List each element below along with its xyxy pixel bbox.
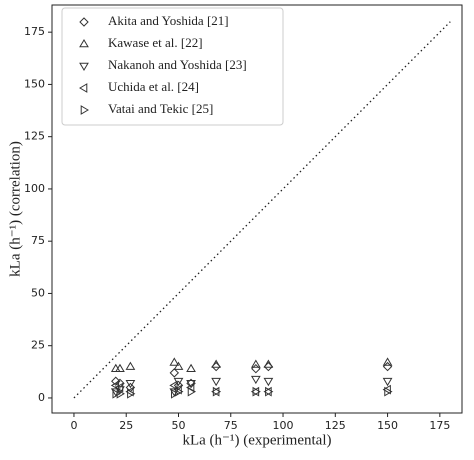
marker <box>169 368 180 378</box>
plot-frame <box>51 4 463 414</box>
marker <box>187 386 197 397</box>
x-tick-label: 150 <box>377 419 398 432</box>
x-tick-label: 125 <box>325 419 346 432</box>
y-tick-label: 100 <box>24 182 45 195</box>
marker <box>125 380 136 389</box>
legend-marker <box>80 105 89 115</box>
y-tick-label: 50 <box>31 286 45 299</box>
marker <box>211 361 221 372</box>
legend-marker <box>79 62 89 71</box>
legend-label: Kawase et al. [22] <box>108 35 203 50</box>
marker <box>169 357 180 366</box>
marker <box>175 386 184 397</box>
x-axis-label: kLa (h⁻¹) (experimental) <box>182 432 331 448</box>
y-tick-label: 0 <box>38 391 45 404</box>
marker <box>250 359 261 368</box>
y-tick-label: 150 <box>24 77 45 90</box>
legend-marker <box>79 39 89 48</box>
x-tick-label: 175 <box>429 419 450 432</box>
marker <box>250 375 261 385</box>
marker <box>116 388 125 399</box>
marker <box>250 386 260 397</box>
legend-label: Nakanoh and Yoshida [23] <box>108 57 247 72</box>
marker <box>382 377 393 387</box>
legend-label: Vatai and Tekic [25] <box>108 101 213 116</box>
legend-label: Akita and Yoshida [21] <box>108 13 229 28</box>
marker <box>212 386 222 397</box>
legend-marker <box>79 83 88 93</box>
marker <box>252 386 261 397</box>
marker <box>125 386 134 397</box>
y-tick-label: 75 <box>31 234 45 247</box>
marker <box>173 361 184 370</box>
marker <box>263 361 274 372</box>
marker <box>382 357 393 366</box>
identity-line <box>73 21 451 399</box>
x-tick-label: 100 <box>273 419 294 432</box>
marker <box>186 363 196 372</box>
marker <box>127 388 136 399</box>
marker <box>382 384 391 395</box>
legend-label: Uchida et al. [24] <box>108 79 199 94</box>
y-axis-label: kLa (h⁻¹) (correlation) <box>7 141 23 277</box>
marker <box>211 359 221 368</box>
marker <box>384 386 393 397</box>
marker <box>211 386 220 397</box>
marker <box>263 377 274 387</box>
marker <box>173 384 182 395</box>
marker <box>112 388 121 399</box>
y-tick-label: 125 <box>24 130 45 143</box>
legend-box <box>61 7 284 126</box>
y-tick-label: 25 <box>31 339 45 352</box>
x-tick-label: 25 <box>119 419 133 432</box>
marker <box>110 363 121 372</box>
x-tick-label: 0 <box>70 419 77 432</box>
marker <box>211 377 221 387</box>
marker <box>114 382 124 393</box>
x-tick-label: 75 <box>224 419 238 432</box>
marker <box>171 388 180 399</box>
marker <box>265 386 274 397</box>
marker <box>115 363 125 372</box>
marker <box>263 386 272 397</box>
marker <box>263 359 274 368</box>
x-tick-label: 50 <box>171 419 185 432</box>
legend-marker <box>79 17 89 27</box>
y-tick-label: 175 <box>24 25 45 38</box>
marker <box>111 376 121 386</box>
marker <box>125 361 136 370</box>
marker <box>169 380 178 391</box>
